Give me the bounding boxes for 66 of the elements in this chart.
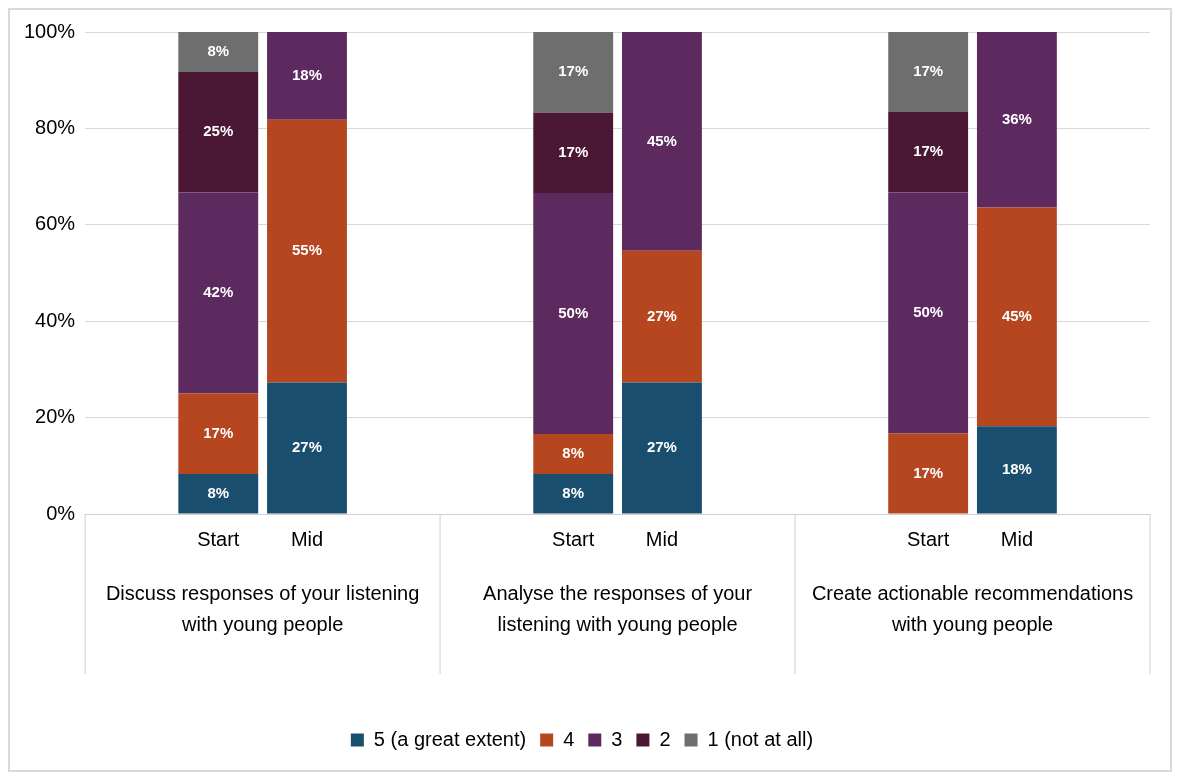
- legend-label: 5 (a great extent): [373, 727, 527, 750]
- text: Analyse the responses of your listening with young people: [483, 581, 753, 635]
- data-label: 25%: [203, 122, 234, 140]
- bar: [178, 32, 259, 73]
- data-label: 8%: [207, 483, 230, 501]
- x-tick-label: Start: [197, 527, 240, 550]
- x-tick-label: Mid: [290, 527, 324, 550]
- data-label: 55%: [291, 241, 323, 259]
- bar: [888, 433, 969, 514]
- bar: [178, 72, 259, 193]
- data-label: 17%: [558, 62, 589, 80]
- data-label: 50%: [913, 303, 944, 321]
- data-label: 18%: [291, 66, 323, 83]
- data-label: 42%: [203, 283, 234, 301]
- y-tick-label: 0%: [46, 501, 76, 524]
- bar: [533, 473, 614, 514]
- bar: [533, 192, 614, 434]
- bar: [888, 32, 969, 113]
- data-label: 36%: [1001, 109, 1032, 127]
- data-label: 27%: [646, 438, 677, 456]
- y-tick-label: 40%: [35, 308, 76, 331]
- bar: [178, 192, 259, 394]
- data-label: 50%: [558, 303, 589, 321]
- data-label: 18%: [1001, 460, 1032, 478]
- bar: [533, 32, 614, 113]
- x-tick-label: Start: [907, 527, 950, 550]
- bar: [178, 393, 259, 474]
- y-tick-label: 80%: [35, 115, 76, 138]
- bar: [622, 250, 702, 383]
- legend-label: 1 (not at all): [707, 727, 814, 750]
- bar: [178, 473, 259, 514]
- data-label: 17%: [913, 463, 944, 481]
- x-tick-label: Mid: [1000, 527, 1034, 550]
- data-label: 8%: [562, 483, 585, 501]
- bar: [622, 382, 702, 514]
- data-label: 17%: [913, 61, 944, 79]
- bar: [976, 426, 1057, 514]
- legend-label: 3: [611, 727, 623, 750]
- x-tick-label: Start: [552, 527, 595, 550]
- bar: [622, 32, 702, 251]
- data-label: 17%: [558, 142, 589, 160]
- bar: [533, 433, 614, 474]
- data-label: 8%: [562, 444, 585, 462]
- bar: [888, 112, 969, 193]
- bar: [976, 207, 1057, 427]
- text: Discuss responses of your listening with young people: [105, 581, 420, 635]
- y-tick-label: 60%: [35, 212, 76, 235]
- data-label: 45%: [1001, 307, 1032, 324]
- x-tick-label: Mid: [645, 527, 679, 550]
- legend-label: 4: [563, 727, 575, 750]
- bar: [533, 112, 614, 193]
- data-label: 8%: [207, 42, 230, 60]
- data-label: 27%: [646, 306, 677, 324]
- bar: [267, 382, 347, 514]
- data-label: 27%: [291, 438, 323, 456]
- text: Create actionable recommendations with young people: [811, 581, 1134, 635]
- data-label: 17%: [913, 142, 944, 160]
- data-label: 45%: [646, 131, 677, 149]
- bar: [976, 32, 1057, 208]
- bar: [267, 119, 347, 383]
- bar: [267, 32, 347, 120]
- legend-label: 2: [659, 727, 671, 750]
- data-label: 17%: [203, 423, 234, 441]
- bar: [888, 192, 969, 434]
- y-tick-label: 100%: [24, 19, 76, 42]
- y-tick-label: 20%: [35, 405, 76, 428]
